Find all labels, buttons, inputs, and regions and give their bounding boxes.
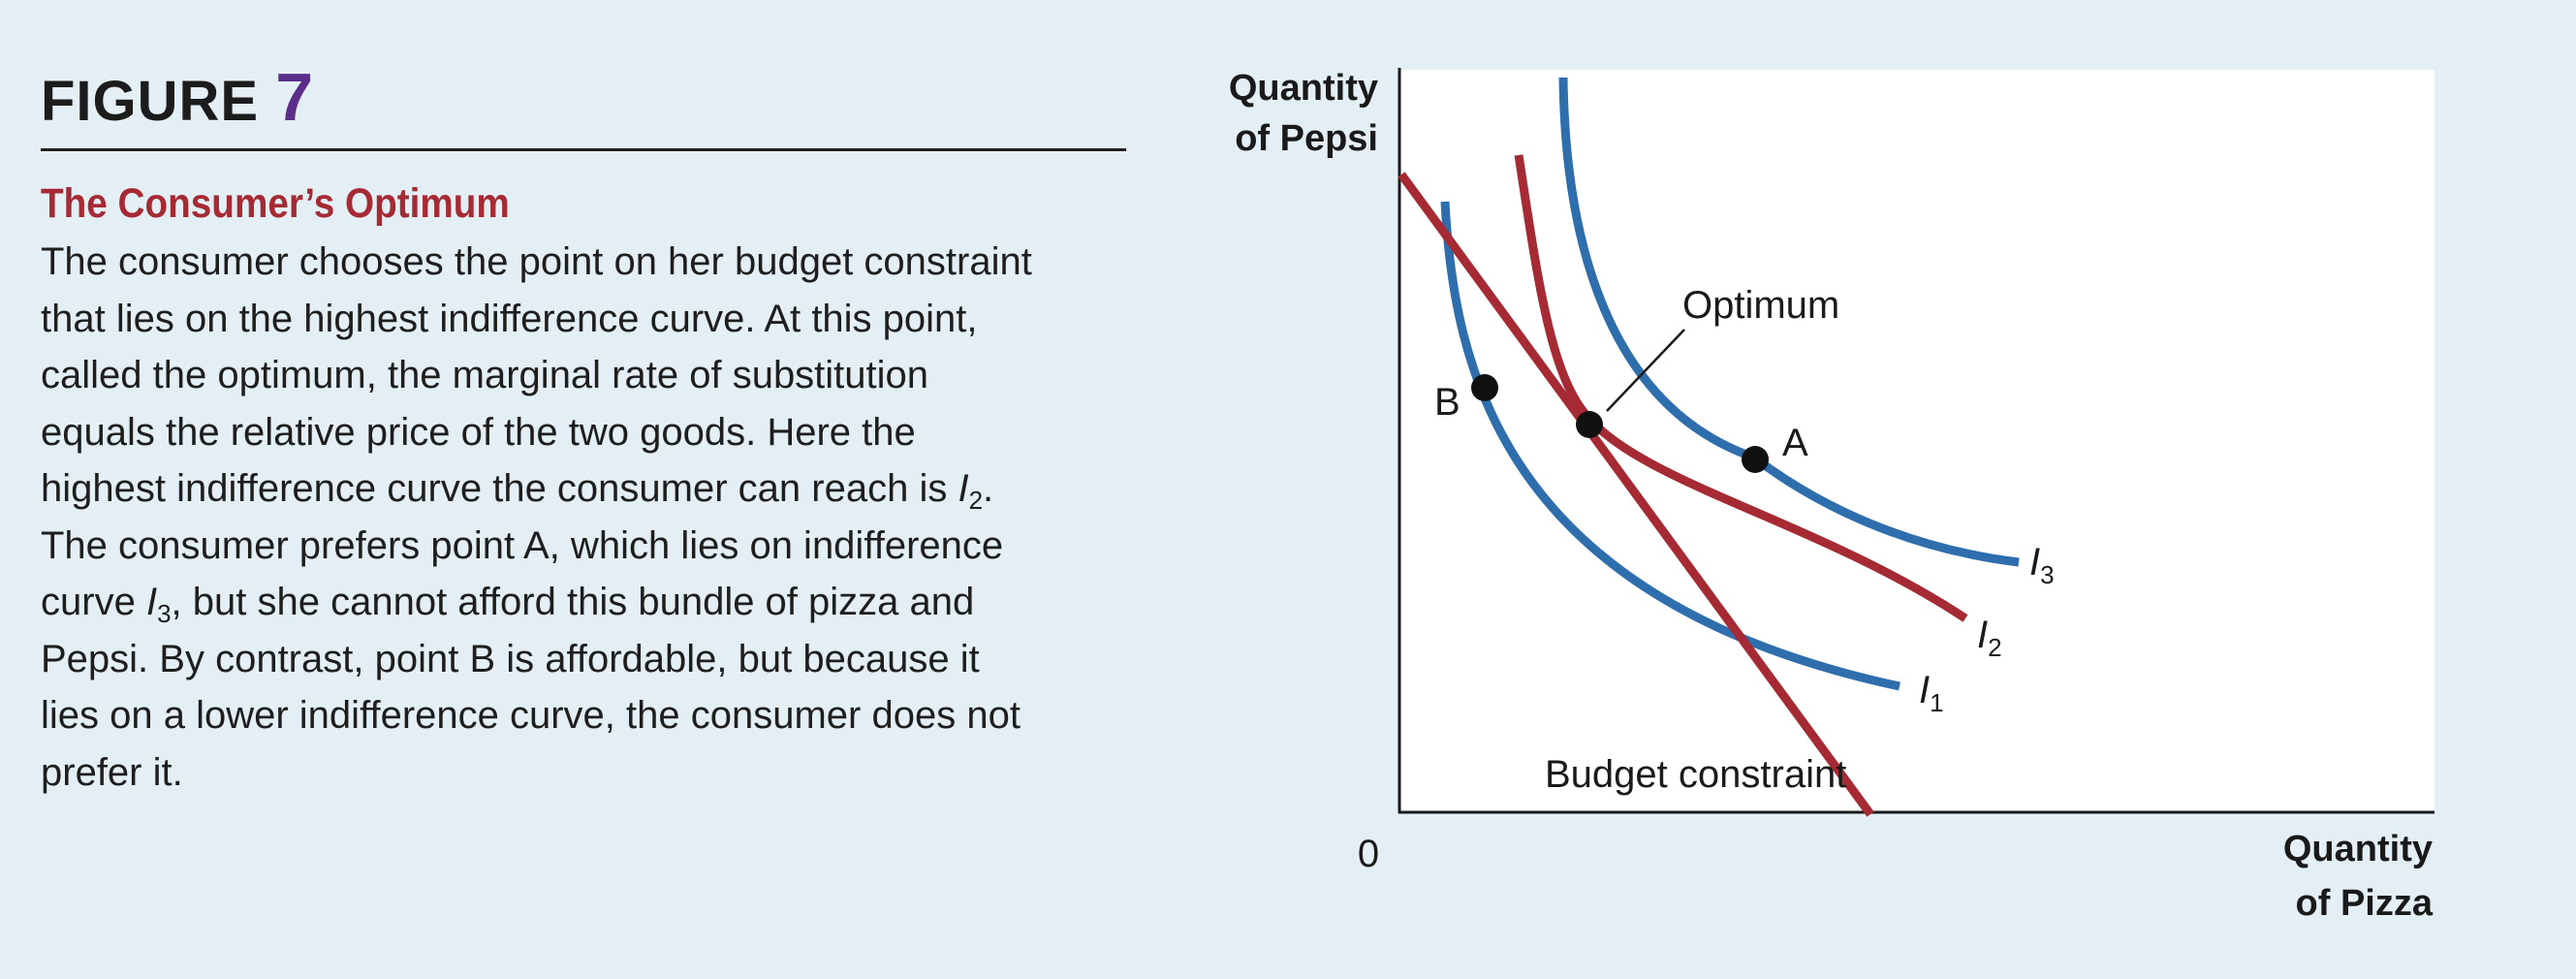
description-line: prefer it. — [41, 750, 183, 794]
point-b-label: B — [1434, 381, 1461, 424]
heading-rule — [41, 148, 1126, 151]
description-line: that lies on the highest indifference cu… — [41, 297, 978, 340]
x-axis-label-line-1: Quantity — [2283, 829, 2433, 869]
optimum-label: Optimum — [1682, 284, 1839, 327]
y-axis-label-line-2: of Pepsi — [1235, 118, 1378, 159]
curve-label-i3: I3 — [2029, 541, 2055, 589]
figure-title: The Consumer’s Optimum — [41, 180, 510, 227]
curve-label-i2: I2 — [1977, 614, 2002, 662]
optimum-marker — [1576, 411, 1603, 438]
figure-heading: FIGURE 7 — [41, 56, 1126, 142]
point-a-marker — [1742, 446, 1769, 473]
plot-area — [1398, 70, 2435, 812]
description-line: lies on a lower indifference curve, the … — [41, 694, 1021, 737]
origin-label: 0 — [1358, 833, 1379, 875]
figure-caption: FIGURE 7 The Consumer’s Optimum The cons… — [41, 56, 1126, 801]
description-line: The consumer prefers point A, which lies… — [41, 523, 1004, 567]
x-axis-label-line-2: of Pizza — [2296, 883, 2434, 924]
curve-label-i1: I1 — [1919, 669, 1944, 717]
optimum-leader-line — [1606, 329, 1685, 412]
indifference-curve-i1 — [1440, 201, 1901, 691]
figure-description: The consumer chooses the point on her bu… — [41, 234, 1126, 801]
budget-constraint-label: Budget constraint — [1545, 753, 1846, 796]
description-line: The consumer chooses the point on her bu… — [41, 240, 1032, 283]
description-line: highest indifference curve the consumer … — [41, 467, 994, 515]
point-b-marker — [1471, 374, 1498, 401]
budget-constraint-line — [1398, 172, 1874, 817]
description-line: Pepsi. By contrast, point B is affordabl… — [41, 637, 980, 680]
description-line: equals the relative price of the two goo… — [41, 410, 916, 454]
y-axis-label-line-1: Quantity — [1229, 68, 1378, 109]
point-a-label: A — [1782, 422, 1808, 464]
figure-number: 7 — [275, 59, 315, 135]
figure-label: FIGURE — [41, 70, 260, 133]
indifference-curve-i3 — [1558, 77, 2020, 567]
description-line: called the optimum, the marginal rate of… — [41, 354, 929, 396]
description-line: curve I3, but she cannot afford this bun… — [41, 581, 975, 628]
